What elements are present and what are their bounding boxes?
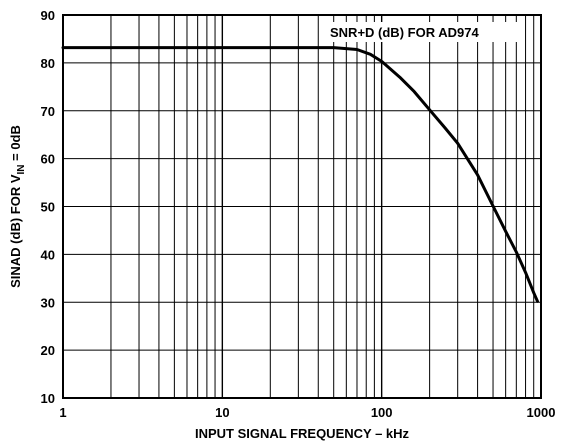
y-tick-label: 70 (41, 104, 55, 119)
y-tick-label: 20 (41, 343, 55, 358)
x-axis-ticks: 1 10 100 1000 (59, 405, 555, 420)
y-axis-title-prefix: SINAD (dB) FOR V (8, 174, 23, 288)
y-axis-title-suffix: = 0dB (8, 125, 23, 164)
plot-frame (62, 14, 542, 399)
y-axis-title: SINAD (dB) FOR VIN = 0dB (8, 125, 27, 288)
y-tick-label: 30 (41, 295, 55, 310)
y-axis-title-subscript: IN (16, 164, 27, 174)
series-line (61, 46, 539, 303)
y-tick-label: 60 (41, 152, 55, 167)
y-tick-label: 80 (41, 56, 55, 71)
chart-annotation: SNR+D (dB) FOR AD974 (330, 25, 479, 40)
y-tick-label: 40 (41, 247, 55, 262)
x-tick-label: 1000 (527, 405, 556, 420)
y-tick-label: 10 (41, 391, 55, 406)
y-tick-label: 50 (41, 200, 55, 215)
x-tick-label: 1 (59, 405, 66, 420)
y-tick-label: 90 (41, 8, 55, 23)
grid (63, 15, 541, 398)
x-tick-label: 100 (371, 405, 393, 420)
x-axis-title: INPUT SIGNAL FREQUENCY – kHz (195, 426, 410, 441)
curve-layer (61, 46, 539, 303)
y-axis-ticks: 10 20 30 40 50 60 70 80 90 (41, 8, 55, 406)
x-tick-label: 10 (215, 405, 229, 420)
annotation-background (324, 22, 520, 42)
